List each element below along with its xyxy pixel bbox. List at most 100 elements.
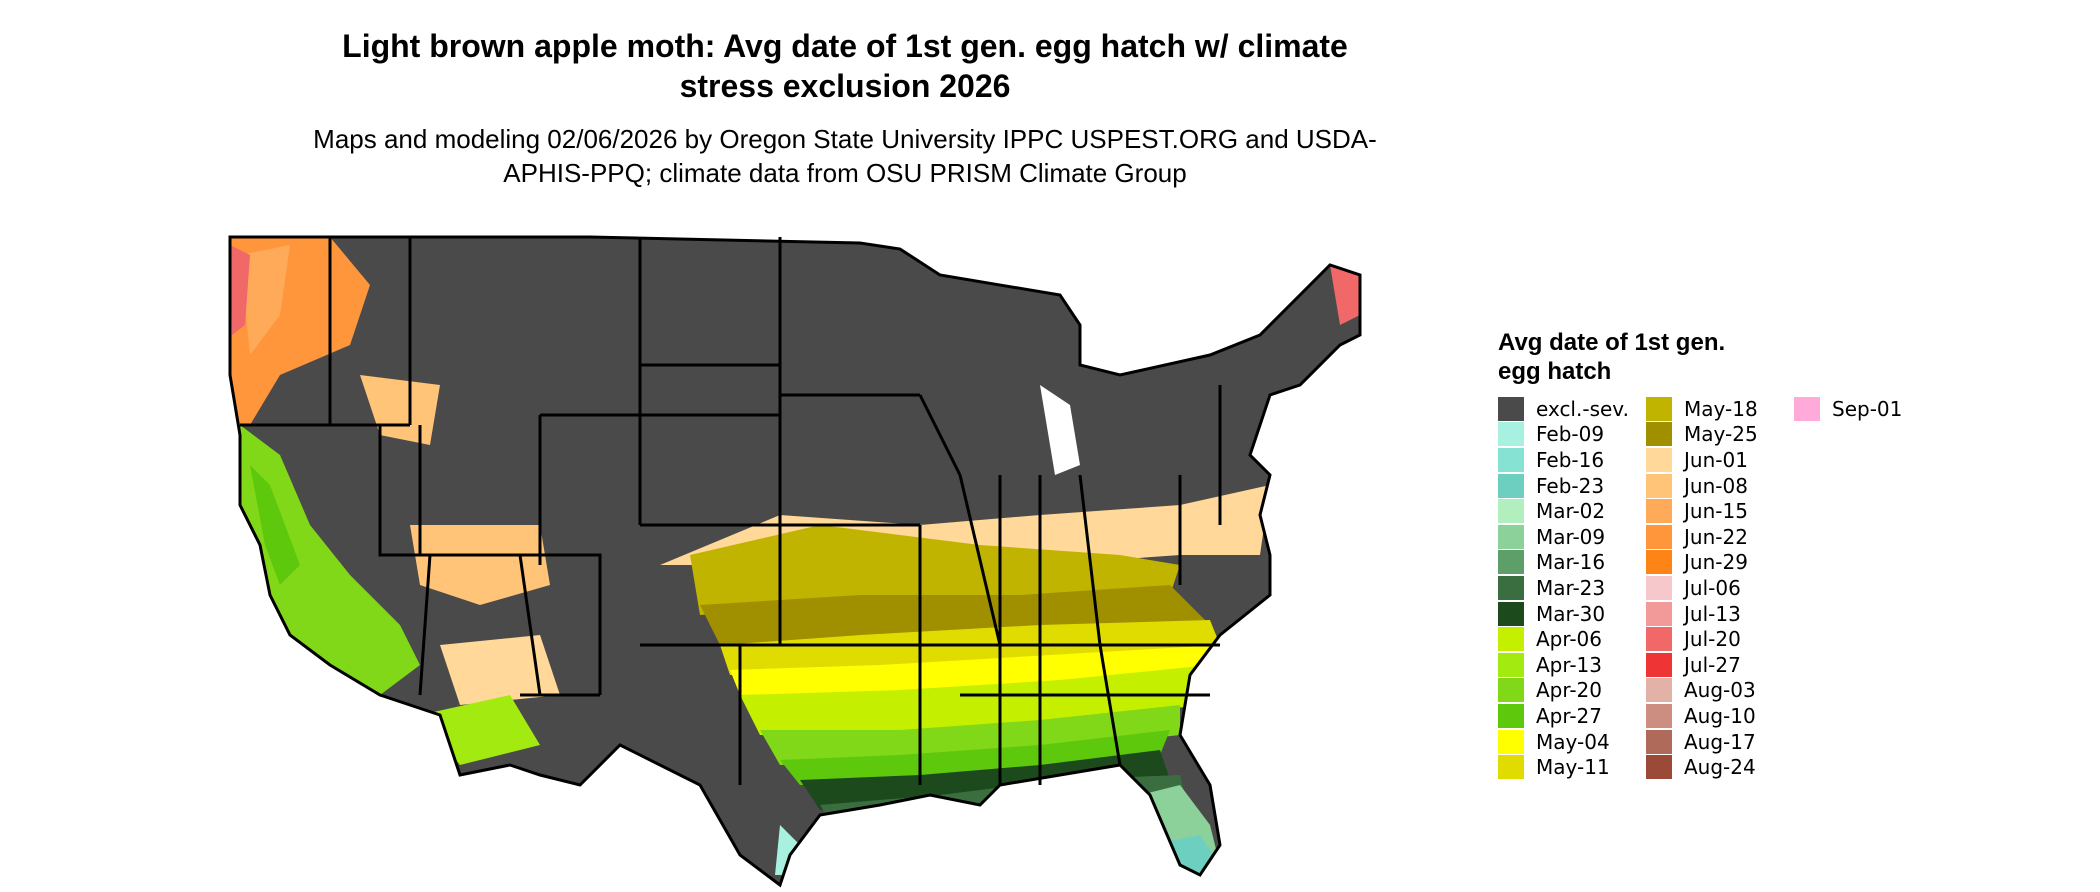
legend-label: Apr-27	[1536, 703, 1602, 728]
legend-item: Aug-17	[1646, 729, 1794, 755]
legend-label: Jun-08	[1684, 473, 1748, 498]
legend-label: Aug-24	[1684, 755, 1756, 780]
legend-swatch	[1498, 447, 1524, 472]
legend-swatch	[1498, 575, 1524, 600]
legend-label: Apr-06	[1536, 627, 1602, 652]
legend-item: Apr-13	[1498, 652, 1646, 678]
legend-swatch	[1646, 447, 1672, 472]
legend-item: Aug-03	[1646, 678, 1794, 704]
legend-label: Feb-23	[1536, 473, 1605, 498]
legend-label: May-04	[1536, 729, 1610, 754]
legend-column: May-18 May-25 Jun-01 Jun-08 Jun-15 Jun-22 Jun-…	[1646, 396, 1794, 780]
legend-swatch	[1646, 550, 1672, 575]
legend-label: Jun-15	[1684, 499, 1748, 524]
legend-swatch	[1498, 524, 1524, 549]
legend-item: Jul-20	[1646, 626, 1794, 652]
legend-swatch	[1498, 755, 1524, 780]
legend-label: Sep-01	[1832, 396, 1903, 421]
legend-swatch	[1498, 678, 1524, 703]
legend-label: Aug-17	[1684, 729, 1756, 754]
legend-item: Jul-27	[1646, 652, 1794, 678]
legend-item: May-25	[1646, 422, 1794, 448]
legend-item: Feb-09	[1498, 422, 1646, 448]
legend-swatch	[1498, 473, 1524, 498]
legend-swatch	[1498, 422, 1524, 447]
legend-item: Mar-02	[1498, 498, 1646, 524]
legend-item: Jun-01	[1646, 447, 1794, 473]
legend-swatch	[1646, 678, 1672, 703]
us-egg-hatch-map	[228, 235, 1362, 888]
legend-columns: excl.-sev. Feb-09 Feb-16 Feb-23 Mar-02 Mar-09…	[1498, 396, 1942, 780]
legend-swatch	[1498, 627, 1524, 652]
legend-label: Apr-20	[1536, 678, 1602, 703]
legend-item: Jun-22	[1646, 524, 1794, 550]
legend-label: May-18	[1684, 396, 1758, 421]
legend-item: Jun-29	[1646, 550, 1794, 576]
legend-item: Feb-23	[1498, 473, 1646, 499]
legend-swatch	[1646, 473, 1672, 498]
legend-swatch	[1498, 601, 1524, 626]
legend-item: Jun-08	[1646, 473, 1794, 499]
legend-swatch	[1646, 575, 1672, 600]
legend-label: Aug-10	[1684, 703, 1756, 728]
map-subtitle: Maps and modeling 02/06/2026 by Oregon S…	[313, 124, 1377, 188]
legend-swatch	[1498, 729, 1524, 754]
legend-label: Jul-13	[1684, 601, 1741, 626]
legend-label: Mar-02	[1536, 499, 1606, 524]
legend-swatch	[1646, 499, 1672, 524]
legend-swatch	[1646, 396, 1672, 421]
legend-swatch	[1498, 550, 1524, 575]
legend-label: Mar-09	[1536, 524, 1606, 549]
legend-item: Mar-30	[1498, 601, 1646, 627]
legend-swatch	[1646, 729, 1672, 754]
legend-label: excl.-sev.	[1536, 396, 1629, 421]
legend-label: May-25	[1684, 422, 1758, 447]
legend-label: Mar-16	[1536, 550, 1606, 575]
legend-swatch	[1498, 499, 1524, 524]
legend-label: Mar-30	[1536, 601, 1606, 626]
legend-label: May-11	[1536, 755, 1610, 780]
legend-item: Aug-24	[1646, 754, 1794, 780]
legend-swatch	[1646, 755, 1672, 780]
legend-item: Mar-09	[1498, 524, 1646, 550]
legend-label: Feb-16	[1536, 447, 1605, 472]
legend-item: Jul-13	[1646, 601, 1794, 627]
legend-column: excl.-sev. Feb-09 Feb-16 Feb-23 Mar-02 Mar-09…	[1498, 396, 1646, 780]
legend-item: Apr-20	[1498, 678, 1646, 704]
legend-swatch	[1498, 652, 1524, 677]
legend-swatch	[1646, 703, 1672, 728]
legend-swatch	[1498, 396, 1524, 421]
map-legend: Avg date of 1st gen. egg hatch excl.-sev…	[1498, 328, 1942, 780]
legend-item: Jul-06	[1646, 575, 1794, 601]
legend-title: Avg date of 1st gen. egg hatch	[1498, 329, 1726, 385]
legend-swatch	[1646, 652, 1672, 677]
legend-item: Mar-16	[1498, 550, 1646, 576]
legend-column: Sep-01	[1794, 396, 1942, 780]
legend-item: May-11	[1498, 754, 1646, 780]
legend-label: Jun-22	[1684, 524, 1748, 549]
legend-label: Jul-06	[1684, 575, 1741, 600]
legend-label: Jun-29	[1684, 550, 1748, 575]
legend-item: Apr-27	[1498, 703, 1646, 729]
legend-label: Mar-23	[1536, 575, 1606, 600]
legend-label: Jun-01	[1684, 447, 1748, 472]
legend-item: Feb-16	[1498, 447, 1646, 473]
legend-item: excl.-sev.	[1498, 396, 1646, 422]
legend-item: May-04	[1498, 729, 1646, 755]
legend-label: Jul-27	[1684, 652, 1741, 677]
map-title: Light brown apple moth: Avg date of 1st …	[342, 28, 1348, 104]
legend-swatch	[1794, 396, 1820, 421]
legend-swatch	[1646, 524, 1672, 549]
legend-item: Jun-15	[1646, 498, 1794, 524]
legend-swatch	[1646, 422, 1672, 447]
legend-label: Aug-03	[1684, 678, 1756, 703]
legend-swatch	[1646, 627, 1672, 652]
legend-item: Sep-01	[1794, 396, 1942, 422]
legend-item: Aug-10	[1646, 703, 1794, 729]
legend-swatch	[1498, 703, 1524, 728]
legend-label: Apr-13	[1536, 652, 1602, 677]
legend-label: Feb-09	[1536, 422, 1605, 447]
legend-item: May-18	[1646, 396, 1794, 422]
legend-item: Apr-06	[1498, 626, 1646, 652]
legend-item: Mar-23	[1498, 575, 1646, 601]
